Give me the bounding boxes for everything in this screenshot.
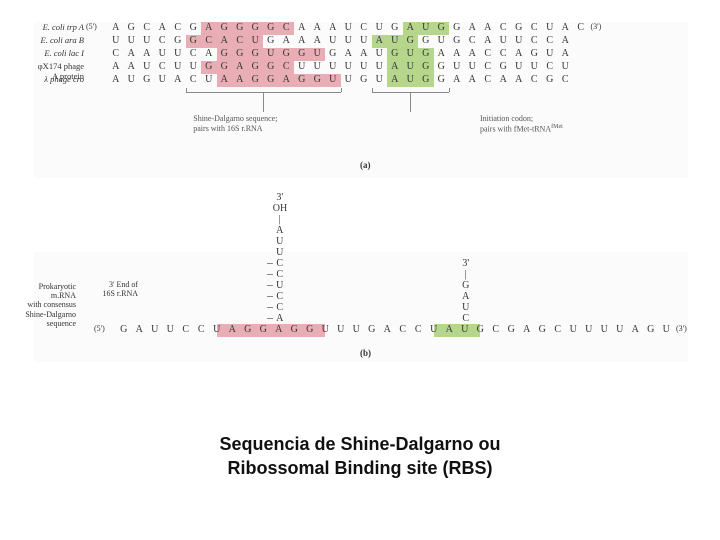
caption-line2: Ribossomal Binding site (RBS) <box>227 458 492 478</box>
panel-a-tag: (a) <box>360 160 371 170</box>
sequence-row: AUGUACUAAGGAGGUUGUAUGGAACAACGC <box>108 74 573 85</box>
sequence-row: AGCACGAGGGGCAAAUCUGAUGGAACGCUAC <box>108 22 589 33</box>
row-label: E. coli lac I <box>34 48 86 58</box>
row-label: E. coli ara B <box>34 35 86 45</box>
rrna-3prime-column: 3'OH|AUUCCUCCA <box>273 192 287 324</box>
sequence-row: AAUCUUGGAGGCUUUUUUAUGGUUCGUUCU <box>108 61 573 72</box>
three-prime-label: (3') <box>676 324 687 333</box>
caption: Sequencia de Shine-Dalgarno ou Ribossoma… <box>0 432 720 481</box>
panel-b: Prokaryoticm.RNAwith consensusShine-Dalg… <box>34 252 688 362</box>
callout: Shine-Dalgarno sequence;pairs with 16S r… <box>193 114 353 134</box>
caption-line1: Sequencia de Shine-Dalgarno ou <box>219 434 500 454</box>
mrna-sequence: GAUUCCUAGGAGGUUUGACCUAUGCGAGCUUUUAGU <box>116 324 674 335</box>
panel-b-tag: (b) <box>360 348 371 358</box>
16s-rrna-label: 3' End of16S r.RNA <box>84 280 138 298</box>
anticodon-column: 3'|GAUC <box>459 258 473 324</box>
callout: Initiation codon;pairs with fMet-tRNAfMe… <box>480 114 640 135</box>
panel-a: E. coli trp A(5') AGCACGAGGGGCAAAUCUGAUGG… <box>34 22 688 178</box>
three-prime-label: (3') <box>591 22 602 31</box>
prokaryotic-mrna-label: Prokaryoticm.RNAwith consensusShine-Dalg… <box>4 282 76 328</box>
five-prime-label: (5') <box>86 22 97 31</box>
five-prime-label: (5') <box>94 324 105 333</box>
sequence-row: CAAUUCAGGGUGGUGAAUGUGAAACCAGUA <box>108 48 573 59</box>
row-label: λ phage cro <box>34 74 86 84</box>
sequence-row: UUUCGGCACUGAAAUUUAUGGUGCAUUCCA <box>108 35 573 46</box>
row-label: E. coli trp A <box>34 22 86 32</box>
